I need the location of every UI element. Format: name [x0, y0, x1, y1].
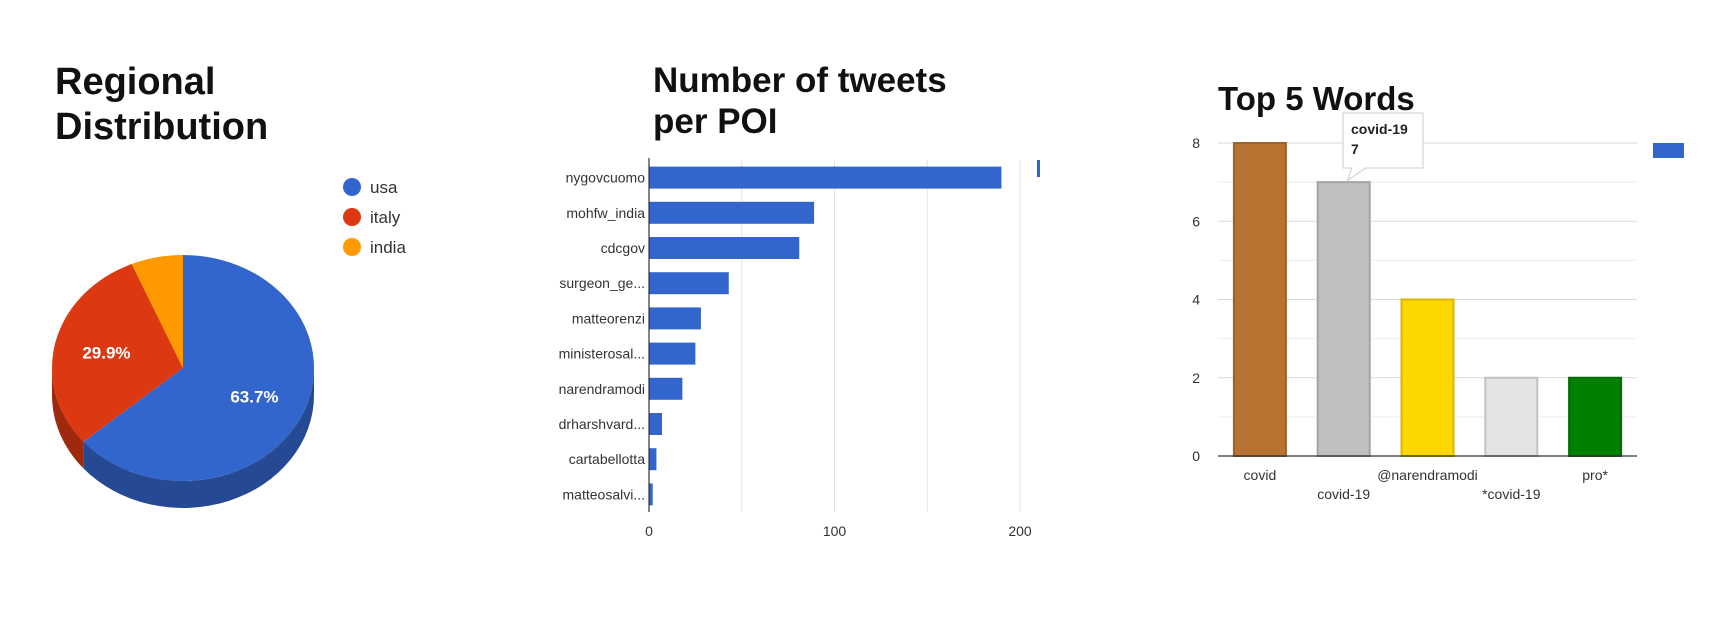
tooltip-category: covid-19 [1351, 121, 1408, 137]
legend-label-italy: italy [370, 208, 401, 227]
category-label: matteosalvi... [563, 486, 645, 502]
legend-swatch [1037, 160, 1040, 177]
category-label: cartabellotta [569, 451, 645, 467]
category-label: matteorenzi [572, 310, 645, 326]
category-label: ministerosal... [559, 346, 645, 362]
legend-label-india: india [370, 238, 406, 257]
x-category-label: pro* [1582, 467, 1608, 483]
column-@narendramodi [1400, 298, 1455, 457]
bar-cdcgov [649, 237, 800, 259]
legend-swatch-india [343, 238, 361, 256]
legend-swatch [1653, 143, 1684, 158]
bar-nygovcuomo [649, 166, 1002, 189]
category-label: mohfw_india [566, 205, 645, 221]
y-tick-label: 4 [1192, 292, 1200, 308]
column-covid [1232, 142, 1287, 457]
category-label: cdcgov [601, 240, 645, 256]
column-pro* [1568, 376, 1623, 457]
pie-slice-india [131, 255, 183, 368]
legend-label-usa: usa [370, 178, 398, 197]
tooltip-value: 7 [1351, 141, 1359, 157]
x-category-label: *covid-19 [1482, 486, 1541, 502]
legend-swatch-italy [343, 208, 361, 226]
pie-slice-italy [52, 264, 184, 442]
bar-ministerosal... [649, 342, 696, 365]
x-tick-label: 100 [823, 523, 847, 539]
x-category-label: @narendramodi [1377, 467, 1478, 483]
x-category-label: covid-19 [1317, 486, 1370, 502]
category-label: drharshvard... [559, 416, 645, 432]
y-tick-label: 2 [1192, 370, 1200, 386]
pie-slice-label-usa: 63.7% [230, 387, 278, 406]
bar-matteosalvi... [649, 483, 653, 506]
category-label: nygovcuomo [566, 170, 646, 186]
bar-surgeon_ge... [649, 272, 729, 295]
bar-matteorenzi [649, 307, 701, 330]
x-category-label: covid [1244, 467, 1277, 483]
category-label: surgeon_ge... [559, 275, 645, 291]
bar-cartabellotta [649, 448, 657, 471]
y-tick-label: 0 [1192, 448, 1200, 464]
column-*covid-19 [1484, 376, 1539, 457]
x-tick-label: 0 [645, 523, 653, 539]
y-tick-label: 6 [1192, 213, 1200, 229]
bar-mohfw_india [649, 201, 815, 224]
pie-side-italy [52, 368, 84, 469]
pie-slice-usa [83, 255, 315, 481]
y-tick-label: 8 [1192, 135, 1200, 151]
pie-slice-label-italy: 29.9% [82, 344, 130, 363]
bar-narendramodi [649, 377, 683, 400]
tooltip-box [1342, 112, 1424, 182]
bar-drharshvard... [649, 413, 662, 435]
column-covid-19 [1316, 181, 1371, 457]
pie-side-usa [83, 368, 314, 509]
bar-chart-title: Number of tweets per POI [653, 61, 947, 142]
legend-swatch-usa [343, 178, 361, 196]
category-label: narendramodi [559, 381, 645, 397]
column-chart-title: Top 5 Words [1218, 80, 1415, 117]
x-tick-label: 200 [1008, 523, 1032, 539]
pie-chart-title: Regional Distribution [55, 61, 269, 148]
